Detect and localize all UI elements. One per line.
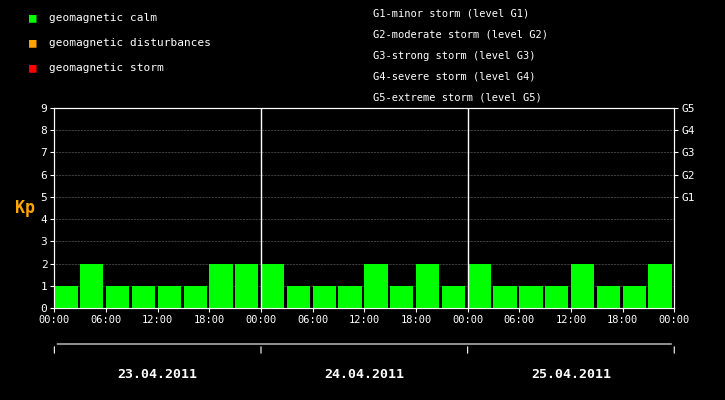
Bar	[364, 264, 388, 308]
Bar	[571, 264, 594, 308]
Text: Kp: Kp	[14, 199, 35, 217]
Text: ■: ■	[29, 61, 36, 74]
Bar	[468, 264, 491, 308]
Bar	[416, 264, 439, 308]
Text: G5-extreme storm (level G5): G5-extreme storm (level G5)	[373, 92, 542, 102]
Bar	[545, 286, 568, 308]
Bar	[648, 264, 671, 308]
Bar	[339, 286, 362, 308]
Bar	[494, 286, 517, 308]
Bar	[312, 286, 336, 308]
Text: geomagnetic storm: geomagnetic storm	[49, 63, 164, 73]
Bar	[183, 286, 207, 308]
Bar	[210, 264, 233, 308]
Bar	[287, 286, 310, 308]
Bar	[623, 286, 646, 308]
Text: 23.04.2011: 23.04.2011	[117, 368, 198, 381]
Bar	[442, 286, 465, 308]
Text: 25.04.2011: 25.04.2011	[531, 368, 611, 381]
Bar	[519, 286, 542, 308]
Bar	[132, 286, 155, 308]
Bar	[390, 286, 413, 308]
Text: G1-minor storm (level G1): G1-minor storm (level G1)	[373, 9, 530, 19]
Text: G4-severe storm (level G4): G4-severe storm (level G4)	[373, 72, 536, 82]
Text: geomagnetic calm: geomagnetic calm	[49, 13, 157, 23]
Bar	[597, 286, 620, 308]
Bar	[157, 286, 181, 308]
Text: geomagnetic disturbances: geomagnetic disturbances	[49, 38, 211, 48]
Text: 24.04.2011: 24.04.2011	[324, 368, 405, 381]
Bar	[54, 286, 78, 308]
Bar	[235, 264, 258, 308]
Text: G2-moderate storm (level G2): G2-moderate storm (level G2)	[373, 30, 548, 40]
Text: ■: ■	[29, 12, 36, 24]
Bar	[106, 286, 129, 308]
Text: ■: ■	[29, 36, 36, 49]
Bar	[261, 264, 284, 308]
Text: G3-strong storm (level G3): G3-strong storm (level G3)	[373, 51, 536, 61]
Bar	[80, 264, 104, 308]
